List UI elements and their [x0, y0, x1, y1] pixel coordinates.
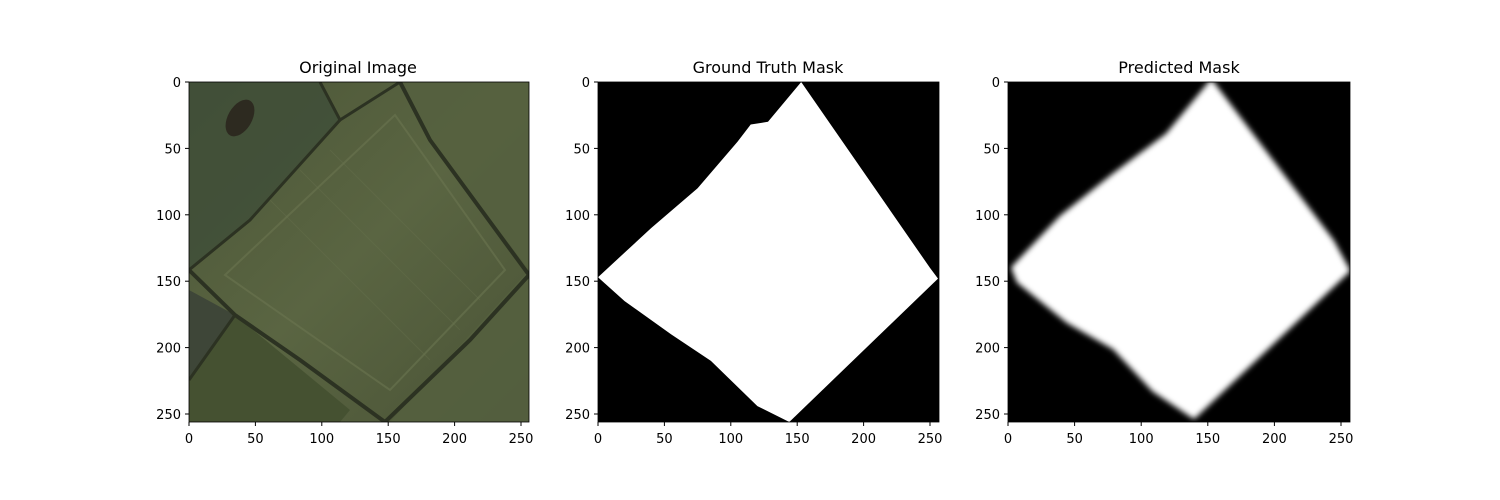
ground-truth-mask-image: [598, 82, 939, 422]
x-tick-label: 0: [185, 432, 193, 447]
x-tick-label: 150: [1195, 432, 1220, 447]
aerial-image: [189, 82, 529, 422]
y-tick-label: 50: [983, 142, 1000, 157]
x-axis: 0 50 100 150 200 250: [594, 422, 943, 447]
y-tick-label: 150: [156, 275, 181, 290]
x-tick-label: 0: [594, 432, 602, 447]
axes-frame: [1007, 81, 1351, 423]
panel-title: Original Image: [299, 58, 417, 77]
x-tick-label: 200: [851, 432, 876, 447]
y-tick-label: 150: [565, 275, 590, 290]
y-tick-label: 100: [156, 209, 181, 224]
x-tick-label: 250: [918, 432, 943, 447]
panel-title: Ground Truth Mask: [693, 58, 845, 77]
y-tick-label: 50: [164, 142, 181, 157]
y-tick-label: 100: [975, 209, 1000, 224]
y-tick-label: 0: [992, 76, 1000, 91]
panel-original: Original Image: [156, 58, 533, 447]
y-axis: 0 50 100 150 200 250: [565, 76, 598, 423]
predicted-mask-image: [1008, 82, 1350, 422]
panel-title: Predicted Mask: [1118, 58, 1240, 77]
x-tick-label: 0: [1004, 432, 1012, 447]
y-tick-label: 0: [582, 76, 590, 91]
x-tick-label: 150: [376, 432, 401, 447]
y-axis: 0 50 100 150 200 250: [156, 76, 189, 423]
y-tick-label: 200: [156, 342, 181, 357]
y-tick-label: 200: [975, 342, 1000, 357]
x-tick-label: 50: [1066, 432, 1083, 447]
x-tick-label: 50: [656, 432, 673, 447]
x-tick-label: 200: [1262, 432, 1287, 447]
mask-region: [1011, 82, 1350, 419]
x-tick-label: 100: [1129, 432, 1154, 447]
x-tick-label: 50: [247, 432, 264, 447]
y-tick-label: 50: [573, 142, 590, 157]
y-axis: 0 50 100 150 200 250: [975, 76, 1008, 423]
y-tick-label: 200: [565, 342, 590, 357]
mask-region: [598, 82, 938, 422]
x-axis: 0 50 100 150 200 250: [1004, 422, 1354, 447]
x-axis: 0 50 100 150 200 250: [185, 422, 534, 447]
x-tick-label: 100: [718, 432, 743, 447]
x-tick-label: 100: [309, 432, 334, 447]
axes-frame: [597, 81, 940, 423]
y-tick-label: 100: [565, 209, 590, 224]
y-tick-label: 250: [565, 408, 590, 423]
y-tick-label: 250: [975, 408, 1000, 423]
y-tick-label: 0: [173, 76, 181, 91]
x-tick-label: 250: [1329, 432, 1354, 447]
axes-frame: [188, 81, 530, 423]
y-tick-label: 150: [975, 275, 1000, 290]
x-tick-label: 250: [509, 432, 534, 447]
y-tick-label: 250: [156, 408, 181, 423]
panel-ground-truth: Ground Truth Mask 0 50 100 150 200 250: [565, 58, 942, 447]
panel-predicted: Predicted Mask 0 50 100 150 200 250: [975, 58, 1353, 447]
x-tick-label: 200: [442, 432, 467, 447]
x-tick-label: 150: [785, 432, 810, 447]
